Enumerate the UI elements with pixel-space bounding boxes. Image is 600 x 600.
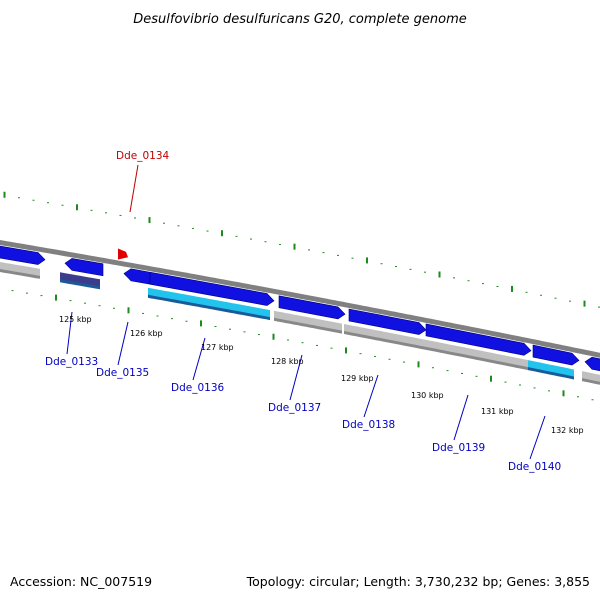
gene-label-dde-0133: Dde_0133 xyxy=(45,356,98,368)
gene-arrow xyxy=(278,295,346,320)
feature-shadow xyxy=(60,279,100,290)
inner-ticks xyxy=(11,290,594,401)
kbp-label: 127 kbp xyxy=(201,343,234,352)
kbp-label: 125 kbp xyxy=(59,315,92,324)
gene-label-dde-0136: Dde_0136 xyxy=(171,382,225,394)
feature-tracks xyxy=(0,239,600,385)
feature-shadow xyxy=(148,294,270,321)
feature-shadow xyxy=(528,367,574,380)
kbp-label: 128 kbp xyxy=(271,357,304,366)
feature-shadow xyxy=(344,331,528,371)
gene-arrow xyxy=(149,271,275,306)
kbp-ruler: 125 kbp 126 kbp 127 kbp 128 kbp 129 kbp 130 k… xyxy=(59,315,584,435)
kbp-label: 132 kbp xyxy=(551,426,584,435)
backbone-line xyxy=(0,239,600,358)
leader-line xyxy=(192,337,206,381)
gene-label-dde-0140: Dde_0140 xyxy=(508,461,561,473)
feature-shadow xyxy=(0,268,40,279)
leader-line xyxy=(453,394,469,441)
gene-label-dde-0138: Dde_0138 xyxy=(342,419,395,431)
leader-line xyxy=(66,311,73,355)
leader-line xyxy=(117,321,129,366)
gene-label-dde-0137: Dde_0137 xyxy=(268,402,321,414)
map-title: Desulfovibrio desulfuricans G20, complet… xyxy=(133,12,467,27)
gene-arrow xyxy=(64,258,104,277)
feature-block xyxy=(274,310,342,332)
gene-arrow xyxy=(532,344,580,366)
gene-arrow xyxy=(584,356,600,372)
feature-block xyxy=(528,360,574,378)
feature-shadow xyxy=(274,317,342,334)
gene-labels: Dde_0133 Dde_0134 Dde_0135 Dde_0136 Dde_0137… xyxy=(45,150,561,473)
gene-label-dde-0135: Dde_0135 xyxy=(96,367,149,379)
highlight-marker xyxy=(118,248,128,260)
leader-line xyxy=(529,415,546,460)
kbp-label: 131 kbp xyxy=(481,407,514,416)
feature-block xyxy=(148,287,270,319)
feature-block xyxy=(0,261,40,277)
kbp-label: 130 kbp xyxy=(411,391,444,400)
outer-ticks xyxy=(3,191,600,308)
feature-shadow xyxy=(582,378,600,385)
kbp-label: 129 kbp xyxy=(341,374,374,383)
gene-label-dde-0134: Dde_0134 xyxy=(116,150,170,162)
accession-text: Accession: NC_007519 xyxy=(10,574,152,589)
kbp-label: 126 kbp xyxy=(130,329,163,338)
leader-line xyxy=(289,354,303,401)
gene-label-dde-0139: Dde_0139 xyxy=(432,442,485,454)
genome-summary: Topology: circular; Length: 3,730,232 bp… xyxy=(246,574,590,589)
feature-block xyxy=(60,272,100,288)
gene-arrow xyxy=(425,323,532,356)
feature-block xyxy=(344,324,528,369)
gene-arrow xyxy=(348,308,427,335)
leader-line xyxy=(363,374,379,418)
gene-arrow xyxy=(123,268,151,285)
leader-line xyxy=(129,164,139,213)
gene-arrow xyxy=(0,245,46,265)
